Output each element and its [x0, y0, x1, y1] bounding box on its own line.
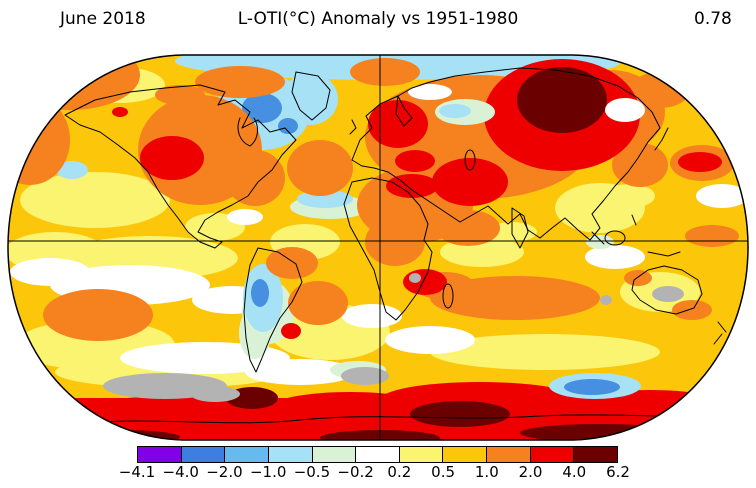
colorbar-segment	[487, 447, 531, 462]
colorbar-tick-label: −4.0	[162, 463, 199, 481]
map-title: L-OTI(°C) Anomaly vs 1951-1980	[237, 9, 519, 29]
coastlines	[59, 67, 727, 426]
colorbar-tick-label: 0.5	[431, 463, 456, 481]
anomaly-colorbar	[137, 446, 618, 463]
colorbar-segment	[356, 447, 400, 462]
colorbar-tick-label: −0.5	[293, 463, 331, 481]
colorbar-tick-label: −1.0	[249, 463, 287, 481]
colorbar-segment	[574, 447, 618, 462]
colorbar-segment	[181, 447, 226, 462]
colorbar-tick-label: −2.0	[206, 463, 243, 481]
colorbar-tick-label: 0.2	[387, 463, 412, 481]
map-blobs-overlays	[408, 84, 645, 399]
colorbar-tick-label: −4.1	[118, 463, 156, 481]
colorbar-segment	[443, 447, 488, 462]
map-blobs-no-data	[103, 273, 684, 402]
colorbar-segment	[225, 447, 269, 462]
colorbar-tick-label: −0.2	[337, 463, 374, 481]
global-mean-value: 0.78	[694, 9, 732, 29]
map-blobs-blue	[242, 93, 298, 307]
colorbar-segment	[312, 447, 357, 462]
colorbar-segment	[138, 447, 182, 462]
anomaly-world-map	[7, 54, 749, 441]
anomaly-colorbar-tick-labels: −4.1 −4.0 −2.0 −1.0 −0.5 −0.2 0.2 0.5 1.0 2.0 4.0 6…	[119, 463, 630, 483]
colorbar-tick-label: 1.0	[474, 463, 499, 481]
colorbar-segment	[399, 447, 444, 462]
map-gridlines	[8, 55, 748, 440]
colorbar-segment	[268, 447, 313, 462]
map-outline	[7, 54, 749, 441]
map-date-label: June 2018	[60, 9, 146, 29]
colorbar-tick-label: 4.0	[562, 463, 587, 481]
colorbar-segment	[530, 447, 575, 462]
colorbar-tick-label: 2.0	[518, 463, 543, 481]
colorbar-tick-label: 6.2	[606, 463, 630, 481]
